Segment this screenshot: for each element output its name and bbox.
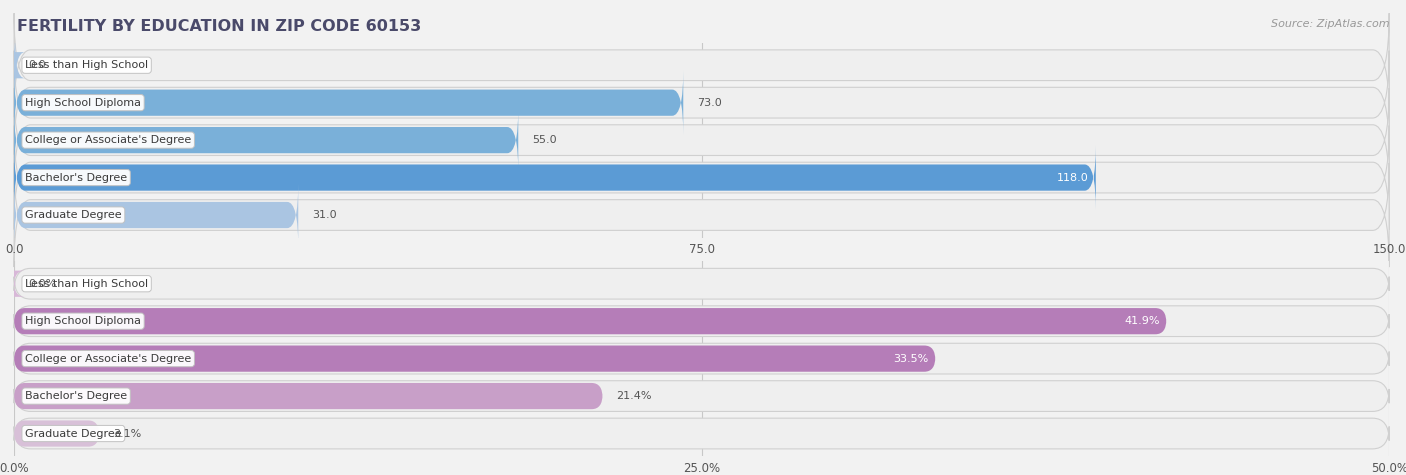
Text: Bachelor's Degree: Bachelor's Degree	[25, 172, 127, 182]
FancyBboxPatch shape	[14, 308, 1167, 334]
FancyBboxPatch shape	[14, 306, 1389, 336]
Text: 0.0%: 0.0%	[28, 279, 56, 289]
Text: 0.0: 0.0	[28, 60, 45, 70]
Text: 21.4%: 21.4%	[616, 391, 652, 401]
Text: Graduate Degree: Graduate Degree	[25, 428, 122, 438]
Text: 3.1%: 3.1%	[112, 428, 142, 438]
Text: 33.5%: 33.5%	[893, 353, 928, 364]
Text: FERTILITY BY EDUCATION IN ZIP CODE 60153: FERTILITY BY EDUCATION IN ZIP CODE 60153	[17, 19, 422, 34]
FancyBboxPatch shape	[4, 33, 25, 97]
Text: Less than High School: Less than High School	[25, 60, 148, 70]
Text: Graduate Degree: Graduate Degree	[25, 210, 122, 220]
Text: High School Diploma: High School Diploma	[25, 316, 141, 326]
FancyBboxPatch shape	[14, 383, 603, 409]
FancyBboxPatch shape	[14, 163, 1389, 267]
FancyBboxPatch shape	[14, 88, 1389, 192]
FancyBboxPatch shape	[14, 71, 683, 134]
Text: Source: ZipAtlas.com: Source: ZipAtlas.com	[1271, 19, 1389, 29]
FancyBboxPatch shape	[14, 108, 519, 172]
FancyBboxPatch shape	[14, 146, 1095, 209]
FancyBboxPatch shape	[14, 381, 1389, 411]
Text: 31.0: 31.0	[312, 210, 336, 220]
Text: Bachelor's Degree: Bachelor's Degree	[25, 391, 127, 401]
Text: 55.0: 55.0	[531, 135, 557, 145]
FancyBboxPatch shape	[14, 125, 1389, 229]
FancyBboxPatch shape	[14, 345, 935, 372]
FancyBboxPatch shape	[14, 268, 1389, 299]
Text: 73.0: 73.0	[697, 98, 721, 108]
FancyBboxPatch shape	[14, 183, 298, 247]
FancyBboxPatch shape	[14, 420, 100, 446]
FancyBboxPatch shape	[4, 271, 25, 297]
Text: 41.9%: 41.9%	[1123, 316, 1160, 326]
Text: Less than High School: Less than High School	[25, 279, 148, 289]
FancyBboxPatch shape	[14, 51, 1389, 155]
FancyBboxPatch shape	[14, 13, 1389, 117]
Text: College or Associate's Degree: College or Associate's Degree	[25, 353, 191, 364]
FancyBboxPatch shape	[14, 418, 1389, 449]
FancyBboxPatch shape	[14, 343, 1389, 374]
Text: High School Diploma: High School Diploma	[25, 98, 141, 108]
Text: College or Associate's Degree: College or Associate's Degree	[25, 135, 191, 145]
Text: 118.0: 118.0	[1057, 172, 1088, 182]
